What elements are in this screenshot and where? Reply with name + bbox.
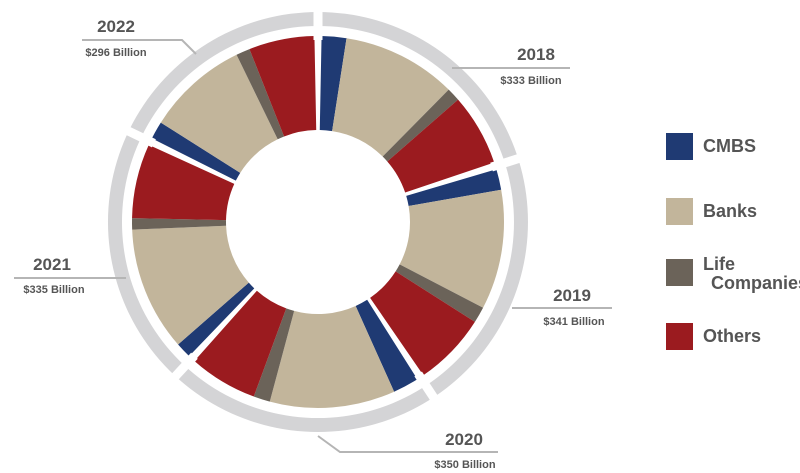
year-2022: 2022 bbox=[97, 17, 135, 36]
legend-item-banks: Banks bbox=[666, 198, 799, 225]
legend-swatch-others bbox=[666, 323, 693, 350]
slice-2022-banks bbox=[160, 54, 278, 173]
slice-2020-banks bbox=[269, 305, 395, 409]
legend-swatch-cmbs bbox=[666, 133, 693, 160]
slice-2019-others bbox=[370, 271, 475, 376]
year-separator-2021 bbox=[164, 352, 198, 389]
legend: CMBS Banks Life Companies Others bbox=[666, 0, 800, 473]
year-2018: 2018 bbox=[517, 45, 555, 64]
year-separator-2020 bbox=[414, 371, 444, 410]
year-label-2020: 2020 $350 Billion bbox=[317, 430, 498, 471]
year-2020: 2020 bbox=[445, 430, 483, 449]
legend-swatch-life-companies bbox=[666, 259, 693, 286]
year-label-2022: 2022 $296 Billion bbox=[82, 17, 197, 59]
slice-2018-others bbox=[387, 99, 495, 193]
year-label-2018: 2018 $333 Billion bbox=[452, 45, 570, 87]
legend-label-cmbs: CMBS bbox=[703, 136, 756, 156]
slice-2022-life-companies bbox=[236, 49, 285, 140]
year-separator-2022 bbox=[115, 121, 156, 148]
slice-2019-banks bbox=[399, 189, 504, 308]
legend-item-life-companies: Life Companies bbox=[666, 255, 800, 293]
slice-2018-cmbs bbox=[319, 36, 347, 132]
year-2021: 2021 bbox=[33, 255, 71, 274]
year-labels-group: 2018 $333 Billion 2019 $341 Billion 2020… bbox=[14, 17, 612, 471]
amount-2019: $341 Billion bbox=[543, 316, 604, 328]
legend-label-life-companies: Life Companies bbox=[703, 254, 800, 293]
slice-2018-life-companies bbox=[382, 89, 459, 162]
legend-label-banks: Banks bbox=[703, 201, 758, 221]
leader-line-2020 bbox=[317, 435, 498, 453]
amount-2018: $333 Billion bbox=[500, 75, 561, 87]
slice-2021-banks bbox=[132, 225, 249, 345]
slice-2022-others bbox=[249, 36, 317, 137]
amount-2020: $350 Billion bbox=[434, 459, 495, 471]
slice-2021-others bbox=[132, 144, 235, 221]
amount-2022: $296 Billion bbox=[85, 47, 146, 59]
slice-2019-life-companies bbox=[395, 264, 484, 322]
year-separator-2019 bbox=[490, 150, 532, 172]
year-separators-group bbox=[115, 0, 532, 410]
year-label-2019: 2019 $341 Billion bbox=[512, 286, 612, 328]
slice-2022-cmbs bbox=[151, 122, 241, 181]
slice-2018-banks bbox=[332, 38, 449, 157]
leader-line-2022 bbox=[82, 39, 197, 55]
donut-slices-group bbox=[132, 36, 504, 409]
legend-label-others: Others bbox=[703, 326, 762, 346]
slice-2020-others bbox=[194, 290, 287, 397]
slice-2021-life-companies bbox=[132, 218, 227, 230]
year-2019: 2019 bbox=[553, 286, 591, 305]
legend-item-cmbs: CMBS bbox=[666, 133, 799, 160]
slice-2020-life-companies bbox=[253, 308, 295, 402]
slice-2019-cmbs bbox=[406, 169, 502, 207]
amount-2021: $335 Billion bbox=[23, 284, 84, 296]
slice-2021-cmbs bbox=[178, 282, 255, 357]
legend-swatch-banks bbox=[666, 198, 693, 225]
legend-item-others: Others bbox=[666, 323, 799, 350]
year-label-2021: 2021 $335 Billion bbox=[14, 255, 126, 296]
slice-2020-cmbs bbox=[355, 299, 418, 392]
